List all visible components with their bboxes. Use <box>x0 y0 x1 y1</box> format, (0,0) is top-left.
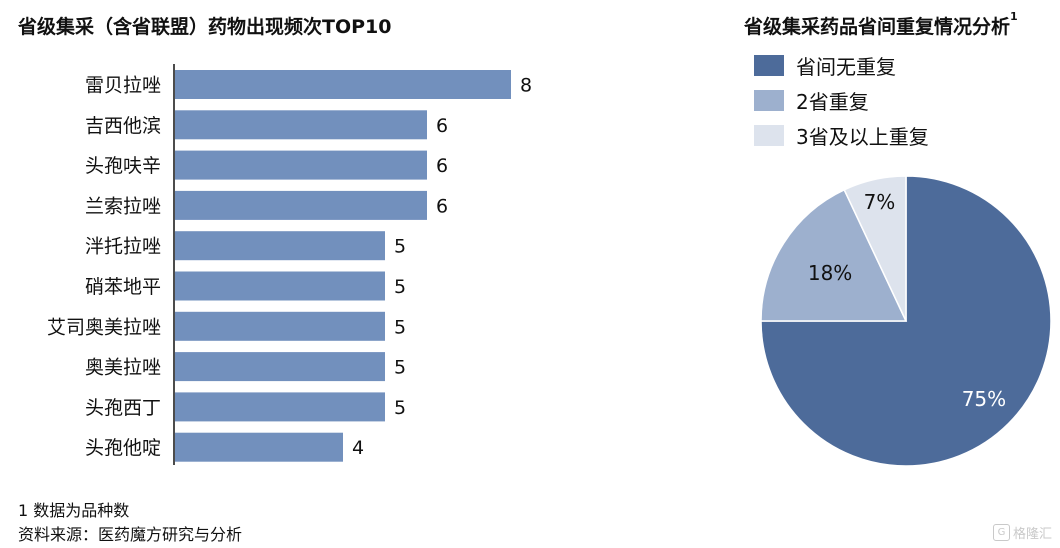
source-note: 资料来源：医药魔方研究与分析 <box>18 525 243 544</box>
bar-value-label: 4 <box>352 437 364 459</box>
bar-value-label: 5 <box>394 397 406 419</box>
pie-legend: 省间无重复 2省重复 3省及以上重复 <box>754 48 929 153</box>
bar <box>175 231 385 261</box>
bar <box>175 352 385 382</box>
bar <box>175 110 427 140</box>
bar-value-label: 5 <box>394 357 406 379</box>
watermark-text: 格隆汇 <box>1012 527 1052 542</box>
bar-chart-title: 省级集采（含省联盟）药物出现频次TOP10 <box>18 16 392 38</box>
pie-slice-label: 75% <box>962 387 1006 411</box>
bar-category-label: 兰索拉唑 <box>85 195 161 217</box>
bar <box>175 311 385 341</box>
bar <box>175 190 427 220</box>
pie-chart: 75% 18% 7% <box>760 175 1052 467</box>
pie-slice <box>760 188 908 322</box>
bar-category-label: 吉西他滨 <box>85 115 161 137</box>
watermark: G 格隆汇 <box>992 523 1052 542</box>
bar-category-label: 雷贝拉唑 <box>85 75 161 97</box>
legend-label: 省间无重复 <box>796 55 896 79</box>
bar <box>175 70 511 99</box>
footnote: 1 数据为品种数 <box>18 501 130 520</box>
legend-label: 3省及以上重复 <box>796 125 929 149</box>
bar-value-label: 5 <box>394 276 406 298</box>
bar-category-label: 硝苯地平 <box>85 276 161 298</box>
pie-title-footnote-marker: 1 <box>1010 10 1018 23</box>
watermark-logo-icon: G <box>992 524 1010 541</box>
bar <box>175 271 385 301</box>
pie-chart-title-text: 省级集采药品省间重复情况分析 <box>744 16 1011 38</box>
legend-swatch <box>754 90 784 111</box>
pie-slice <box>843 175 907 322</box>
bar <box>175 392 385 422</box>
bar-value-label: 6 <box>436 195 448 217</box>
bar <box>175 432 343 462</box>
bar-category-label: 奥美拉唑 <box>85 357 161 379</box>
pie-slice-label: 7% <box>864 190 896 214</box>
bar-category-label: 头孢呋辛 <box>85 155 161 177</box>
bar-category-label: 泮托拉唑 <box>85 236 161 258</box>
bar-category-label: 头孢他啶 <box>85 437 161 459</box>
legend-label: 2省重复 <box>796 90 869 114</box>
bar-value-label: 6 <box>436 155 448 177</box>
pie-chart-title: 省级集采药品省间重复情况分析1 <box>744 10 1018 39</box>
bar-value-label: 5 <box>394 316 406 338</box>
bar-chart: 雷贝拉唑 8 吉西他滨 6 头孢呋辛 6 兰索拉唑 6 泮托拉唑 5 硝苯地平 5 艾司奥美拉唑 5 奥美拉… <box>47 64 532 465</box>
bar-value-label: 5 <box>394 236 406 258</box>
bar-category-label: 头孢西丁 <box>85 397 161 419</box>
legend-item-two-province: 2省重复 <box>754 83 929 118</box>
bar-value-label: 8 <box>520 75 532 97</box>
bar-value-label: 6 <box>436 115 448 137</box>
bar-category-label: 艾司奥美拉唑 <box>47 316 161 338</box>
legend-item-three-plus: 3省及以上重复 <box>754 118 929 153</box>
bar <box>175 150 427 180</box>
legend-item-no-repeat: 省间无重复 <box>754 48 929 83</box>
legend-swatch <box>754 55 784 76</box>
legend-swatch <box>754 125 784 146</box>
pie-slice-label: 18% <box>808 261 852 285</box>
